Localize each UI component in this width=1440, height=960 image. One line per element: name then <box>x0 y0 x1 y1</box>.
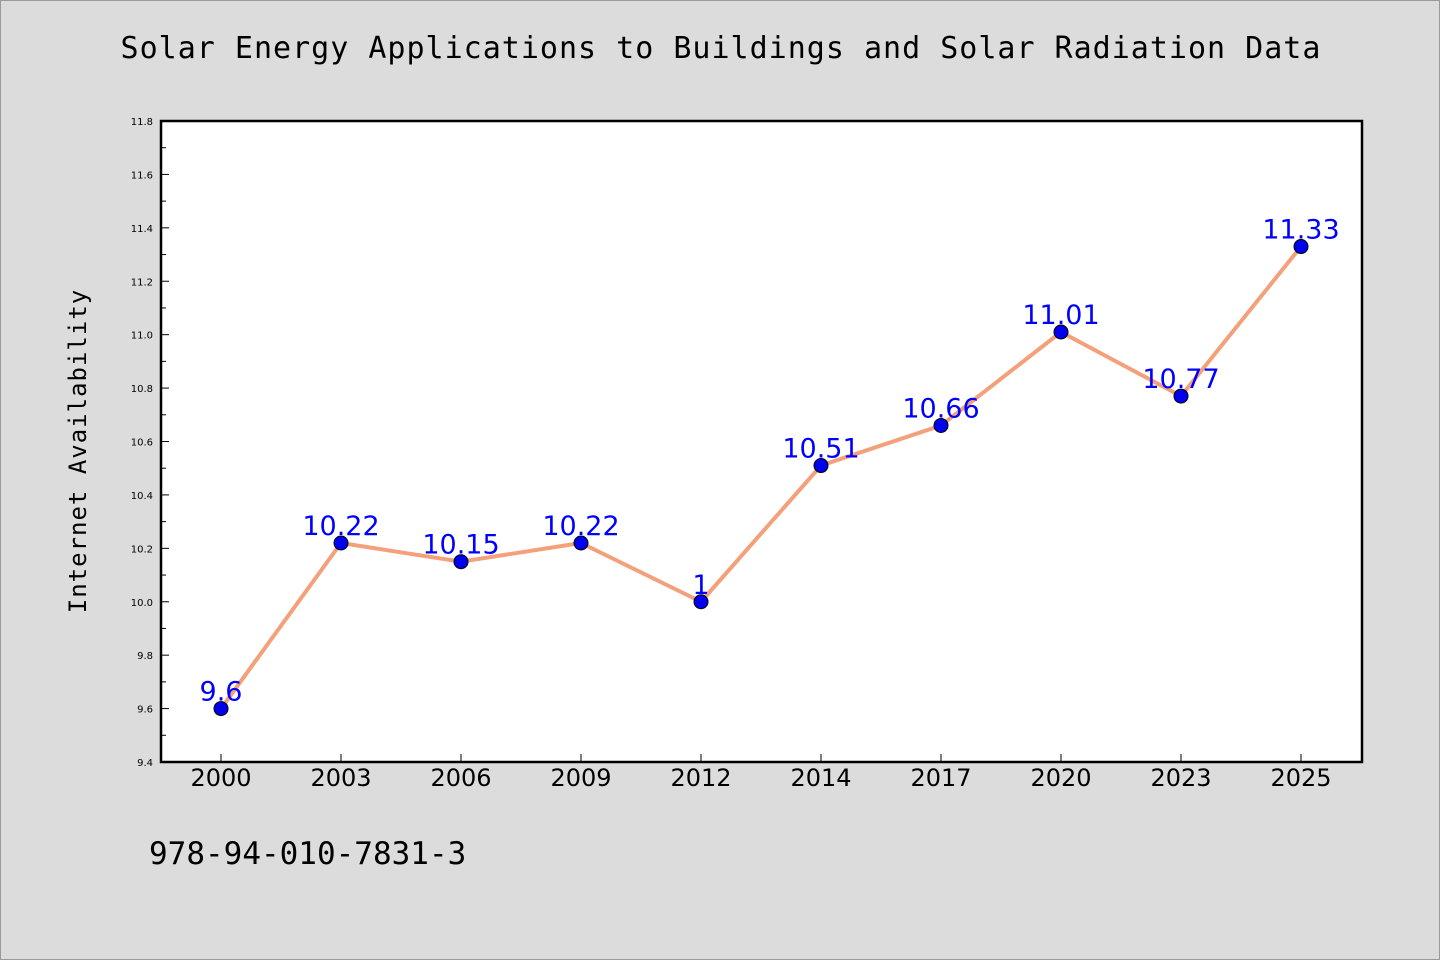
data-label: 10.51 <box>782 434 859 465</box>
series-line <box>219 244 1303 711</box>
footer-text: 978-94-010-7831-3 <box>149 836 467 872</box>
x-tick-label: 2017 <box>910 764 971 792</box>
x-tick-label: 2023 <box>1150 764 1211 792</box>
x-tick-label: 2000 <box>190 764 251 792</box>
data-label: 10.22 <box>542 511 619 542</box>
data-label: 1 <box>692 570 709 601</box>
x-tick-label: 2025 <box>1270 764 1331 792</box>
x-tick-label: 2014 <box>790 764 851 792</box>
plot-frame <box>159 119 1364 764</box>
y-tick-label: 9.6 <box>137 705 153 716</box>
y-tick-label: 10.8 <box>131 384 153 395</box>
y-tick-label: 10.6 <box>131 438 153 449</box>
y-tick-label: 10.2 <box>131 544 153 555</box>
plot-area <box>161 121 1362 762</box>
x-tick-label: 2006 <box>430 764 491 792</box>
y-tick-label: 11.4 <box>131 224 153 235</box>
data-point <box>693 594 709 610</box>
y-tick-label: 10.4 <box>131 491 153 502</box>
data-label: 10.15 <box>422 530 499 561</box>
data-point <box>1293 239 1309 255</box>
y-tick-label: 11.8 <box>131 117 153 128</box>
data-label: 11.01 <box>1022 300 1099 331</box>
x-tick-label: 2003 <box>310 764 371 792</box>
data-point <box>1053 324 1069 340</box>
y-tick-label: 11.2 <box>131 277 153 288</box>
x-tick-label: 2012 <box>670 764 731 792</box>
y-tick-label: 9.4 <box>137 758 153 769</box>
data-point <box>333 535 349 551</box>
data-label: 10.22 <box>302 511 379 542</box>
y-tick-label: 9.8 <box>137 651 153 662</box>
data-point <box>933 417 949 433</box>
data-label: 10.66 <box>902 393 979 424</box>
data-label: 11.33 <box>1262 215 1339 246</box>
y-tick-label: 11.6 <box>131 170 153 181</box>
x-tick-label: 2009 <box>550 764 611 792</box>
y-tick-label: 11.0 <box>131 331 153 342</box>
x-tick-label: 2020 <box>1030 764 1091 792</box>
data-point <box>1173 388 1189 404</box>
y-tick-label: 10.0 <box>131 598 153 609</box>
data-point <box>813 458 829 474</box>
data-point <box>213 701 229 717</box>
data-point <box>573 535 589 551</box>
data-label: 10.77 <box>1142 364 1219 395</box>
chart-title: Solar Energy Applications to Buildings a… <box>120 31 1322 66</box>
data-label: 9.6 <box>200 677 243 708</box>
data-point <box>453 554 469 570</box>
